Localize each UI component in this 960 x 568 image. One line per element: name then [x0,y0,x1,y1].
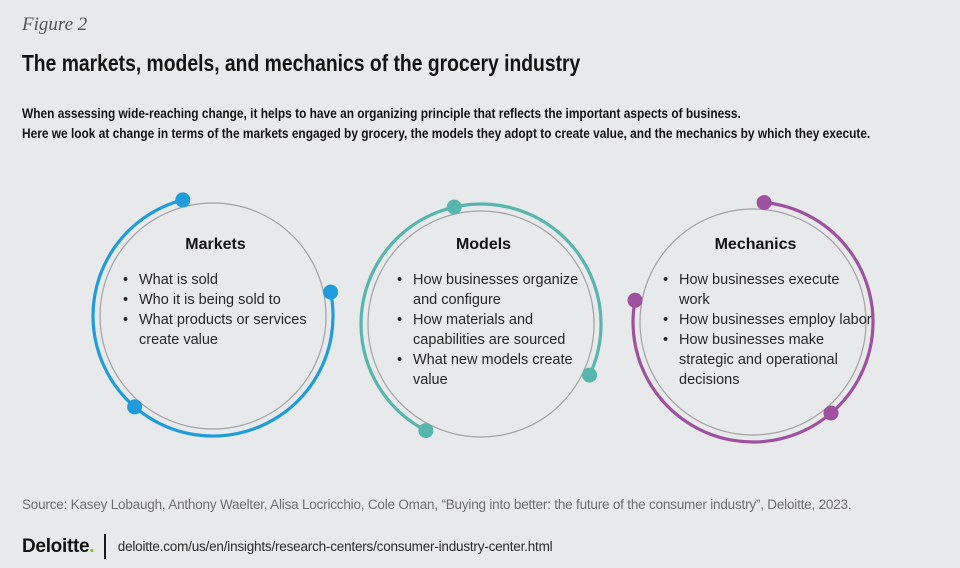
figure-label: Figure 2 [22,14,88,35]
markets-title: Markets [185,236,246,253]
models-bullet: How materials and capabilities are sourc… [396,310,601,350]
mechanics-title: Mechanics [714,236,797,253]
mechanics-circle: Mechanics How businesses execute work Ho… [623,192,883,452]
mechanics-bullet: How businesses make strategic and operat… [662,330,873,390]
footer-divider [104,534,106,559]
models-title: Models [455,236,512,253]
models-bullet: What new models create value [396,350,601,390]
models-bullet-list: How businesses organize and configure Ho… [396,270,601,390]
markets-arc [91,198,335,438]
page-title: The markets, models, and mechanics of th… [22,50,581,76]
deloitte-logo: Deloitte. [22,535,95,558]
mechanics-arc-dot-bottom-right [823,405,839,421]
deloitte-logo-text: Deloitte [22,535,90,557]
intro-line-1: When assessing wide-reaching change, it … [22,105,741,121]
models-circle: Models How businesses organize and confi… [351,194,611,454]
mechanics-circle-graphic [627,195,875,444]
deloitte-logo-green-dot: . [89,535,95,557]
models-arc-dot-bottom-left [418,423,434,439]
mechanics-bullet: How businesses execute work [662,270,873,310]
markets-bullet: What is sold [122,270,333,290]
markets-bullet: What products or services create value [122,310,333,350]
mechanics-bullet: How businesses employ labor [662,310,873,330]
models-arc-dot-top [446,199,462,215]
mechanics-bullet-list: How businesses execute work How business… [662,270,873,390]
markets-circle: Markets What is sold Who it is being sol… [83,186,343,446]
mechanics-arc-dot-top [756,195,772,210]
footer: Deloitte. deloitte.com/us/en/insights/re… [22,534,553,559]
models-bullet: How businesses organize and configure [396,270,601,310]
markets-arc-dot-bottom-left [127,399,143,415]
source-citation: Source: Kasey Lobaugh, Anthony Waelter, … [22,497,852,512]
markets-bullet-list: What is sold Who it is being sold to Wha… [122,270,333,350]
markets-bullet: Who it is being sold to [122,290,333,310]
markets-arc-dot-top [175,192,191,208]
intro-line-2: Here we look at change in terms of the m… [22,125,871,141]
intro-text: When assessing wide-reaching change, it … [22,103,960,143]
mechanics-arc-dot-left [627,292,643,308]
footer-url: deloitte.com/us/en/insights/research-cen… [117,539,553,554]
